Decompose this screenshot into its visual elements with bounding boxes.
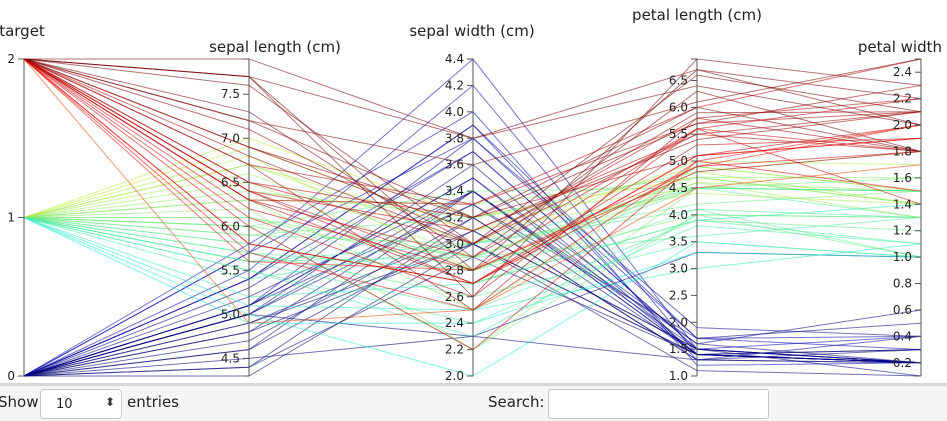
- tick-label: 4.2: [445, 78, 464, 92]
- tick-label: 2.2: [445, 343, 464, 357]
- chart-svg: 0 1 2 target 4.5 5.0 5.5 6.0 6.5 7.0 7.5 sepal leng…: [0, 6, 942, 383]
- axis-title: target: [0, 22, 45, 40]
- axis-title: petal width: [858, 38, 942, 56]
- axis-petal_width: 0.2 0.4 0.6 0.8 1.0 1.2 1.4 1.6 1.8 2.0 2.2 2.4 peta…: [858, 38, 942, 377]
- entries-length-select[interactable]: 10 ⬍: [40, 389, 122, 419]
- tick-label: 6.0: [669, 100, 688, 114]
- table-controls: Show 10 ⬍ entries Search:: [0, 383, 947, 421]
- tick-label: 3.4: [445, 184, 464, 198]
- tick-label: 4.5: [669, 181, 688, 195]
- tick-label: 2.0: [445, 369, 464, 383]
- tick-label: 1.5: [669, 342, 688, 356]
- tick-label: 3.5: [669, 235, 688, 249]
- tick-label: 1.0: [893, 250, 912, 264]
- tick-label: 5.0: [669, 154, 688, 168]
- tick-label: 1.2: [893, 224, 912, 238]
- tick-label: 3.0: [445, 237, 464, 251]
- axis-target: 0 1 2 target: [0, 22, 45, 383]
- tick-label: 4.0: [669, 208, 688, 222]
- tick-label: 2.8: [445, 263, 464, 277]
- axis-petal_length: 1.0 1.5 2.0 2.5 3.0 3.5 4.0 4.5 5.0 5.5 6.0 6.5 peta…: [632, 6, 762, 383]
- tick-label: 2.2: [893, 92, 912, 106]
- tick-label: 7.0: [221, 131, 240, 145]
- tick-label: 2: [7, 52, 15, 66]
- axis-title: sepal length (cm): [209, 38, 341, 56]
- tick-label: 1.6: [893, 171, 912, 185]
- axis-title: sepal width (cm): [409, 22, 534, 40]
- tick-label: 1.4: [893, 197, 912, 211]
- axis-title: petal length (cm): [632, 6, 762, 24]
- tick-label: 4.5: [221, 351, 240, 365]
- tick-label: 6.5: [669, 73, 688, 87]
- tick-label: 3.6: [445, 158, 464, 172]
- tick-label: 6.5: [221, 175, 240, 189]
- tick-label: 4.4: [445, 52, 464, 66]
- tick-label: 3.8: [445, 131, 464, 145]
- tick-label: 0: [7, 369, 15, 383]
- search-input[interactable]: [548, 389, 769, 419]
- tick-label: 2.0: [893, 118, 912, 132]
- search-label: Search:: [488, 393, 545, 411]
- tick-label: 1: [7, 211, 15, 225]
- tick-label: 0.8: [893, 277, 912, 291]
- up-down-arrows-icon: ⬍: [104, 395, 115, 409]
- tick-label: 5.5: [669, 127, 688, 141]
- tick-label: 7.5: [221, 87, 240, 101]
- tick-label: 2.0: [669, 315, 688, 329]
- tick-label: 4.0: [445, 105, 464, 119]
- tick-label: 1.8: [893, 144, 912, 158]
- tick-label: 2.4: [893, 65, 912, 79]
- tick-label: 0.6: [893, 303, 912, 317]
- parallel-coordinates-chart: 0 1 2 target 4.5 5.0 5.5 6.0 6.5 7.0 7.5 sepal leng…: [0, 6, 942, 383]
- axis-sepal_length: 4.5 5.0 5.5 6.0 6.5 7.0 7.5 sepal length (cm): [209, 38, 341, 377]
- tick-label: 6.0: [221, 219, 240, 233]
- tick-label: 3.0: [669, 262, 688, 276]
- tick-label: 0.2: [893, 356, 912, 370]
- tick-label: 1.0: [669, 369, 688, 383]
- tick-label: 2.5: [669, 288, 688, 302]
- tick-label: 2.6: [445, 290, 464, 304]
- tick-label: 2.4: [445, 316, 464, 330]
- tick-label: 5.5: [221, 263, 240, 277]
- tick-label: 3.2: [445, 211, 464, 225]
- tick-label: 0.4: [893, 329, 912, 343]
- entries-label: entries: [127, 393, 179, 411]
- entries-length-value: 10: [56, 397, 73, 412]
- axis-sepal_width: 2.0 2.2 2.4 2.6 2.8 3.0 3.2 3.4 3.6 3.8 4.0 4.2 4.4 s…: [409, 22, 534, 383]
- tick-label: 5.0: [221, 307, 240, 321]
- show-label: Show: [0, 393, 39, 411]
